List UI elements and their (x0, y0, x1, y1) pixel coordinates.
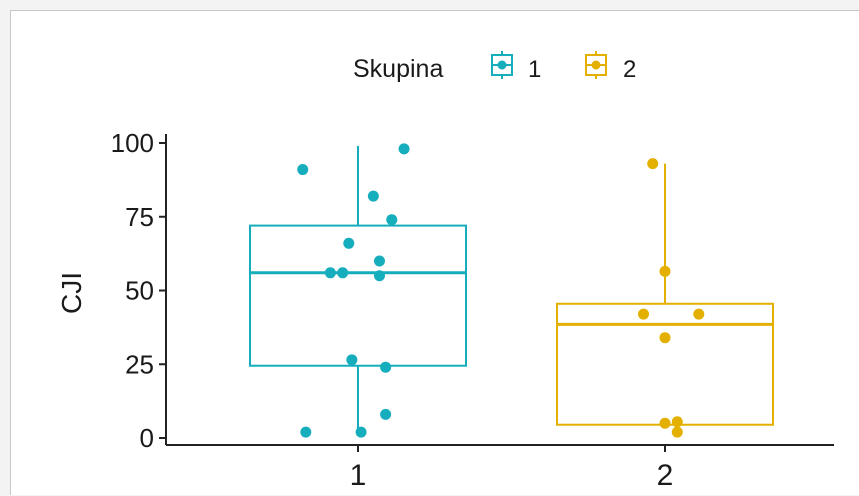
legend-label-2: 2 (623, 56, 636, 83)
point-2-6 (671, 416, 683, 428)
point-1-10 (380, 361, 392, 373)
point-1-1 (398, 143, 410, 155)
y-axis-title: CJI (56, 272, 87, 314)
legend-key-1 (491, 51, 513, 79)
point-2-1 (659, 265, 671, 277)
x-tick-label-1: 1 (350, 459, 367, 492)
y-ticks: 0 25 50 75 100 (111, 128, 166, 453)
legend-label-1: 1 (528, 56, 541, 83)
y-tick-label-25: 25 (125, 349, 154, 379)
legend-key-2 (585, 51, 607, 79)
point-1-13 (355, 426, 367, 438)
point-1-11 (380, 408, 392, 420)
point-1-6 (324, 267, 336, 279)
point-2-7 (671, 426, 683, 438)
point-1-12 (300, 426, 312, 438)
point-2-3 (693, 308, 705, 320)
legend-title: Skupina (353, 55, 443, 83)
y-tick-label-50: 50 (125, 276, 154, 306)
point-2-0 (647, 158, 659, 170)
point-2-5 (659, 417, 671, 429)
point-1-9 (346, 354, 358, 366)
box-2 (556, 302, 774, 426)
point-1-3 (386, 214, 398, 226)
y-tick-label-0: 0 (140, 423, 154, 453)
point-1-7 (337, 267, 349, 279)
point-1-4 (343, 237, 355, 249)
point-2-4 (659, 332, 671, 344)
y-tick-label-100: 100 (111, 128, 154, 158)
box-group-2 (556, 163, 774, 426)
legend: Skupina 1 2 (353, 51, 636, 83)
point-1-0 (297, 164, 309, 176)
boxes (249, 145, 774, 431)
box-1 (249, 224, 467, 367)
point-1-8 (373, 270, 385, 282)
box-group-1 (249, 145, 467, 431)
points (297, 143, 705, 438)
y-tick-label-75: 75 (125, 202, 154, 232)
point-1-5 (373, 255, 385, 267)
x-tick-label-2: 2 (657, 459, 674, 492)
point-1-2 (367, 190, 379, 202)
point-2-2 (638, 308, 650, 320)
